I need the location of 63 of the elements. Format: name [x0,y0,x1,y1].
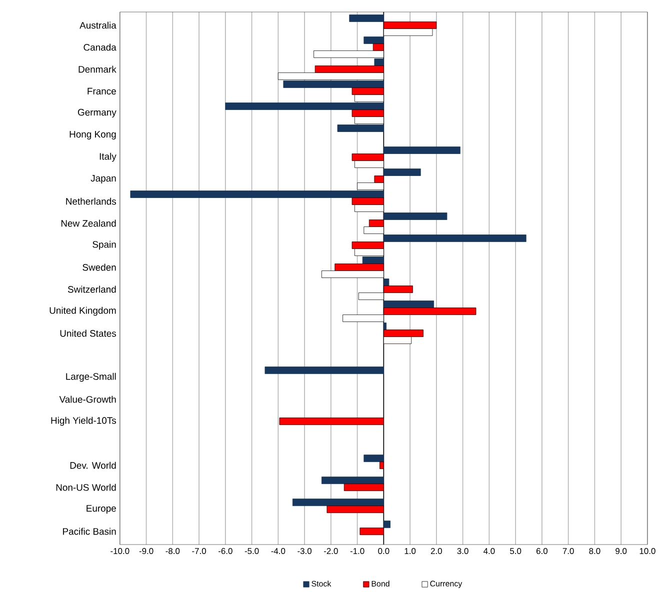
x-tick-label: 3.0 [457,548,468,554]
bar [383,322,387,330]
bar [130,190,384,198]
y-tick-label: Dev. World [70,462,116,469]
x-tick-label: 6.0 [536,548,548,554]
y-tick-label: Hong Kong [70,131,116,140]
x-tick-label: 2.0 [430,548,442,554]
y-tick-label: High Yield-10Ts [51,416,116,426]
x-tick-label: -2.0 [324,548,338,554]
y-tick-label: Europe [86,505,116,514]
bar [283,80,384,88]
bar [362,256,384,264]
y-tick-label: United States [60,330,116,337]
y-tick-label: Australia [80,22,116,29]
y-tick-label: Spain [92,240,116,250]
bar [321,476,384,484]
bar [364,36,384,44]
bar [264,366,384,374]
x-tick-label: -1.0 [350,548,364,554]
y-tick-label: Japan [90,175,116,184]
x-tick-label: -9.0 [139,548,154,554]
y-tick-label: Value-Growth [59,396,116,403]
bar [349,14,384,22]
bar [383,300,434,308]
y-tick-label: United Kingdom [50,306,116,316]
x-tick-label: 4.0 [483,548,495,554]
y-tick-label: Italy [100,152,116,162]
x-tick-label: 9.0 [616,548,627,554]
y-tick-label: Denmark [78,66,116,73]
bar [383,212,448,220]
bar [383,520,390,528]
x-tick-label: -4.0 [271,548,286,554]
y-tick-label: Large-Small [66,372,116,382]
bar [383,234,526,242]
x-tick-label: 10.0 [640,548,656,554]
x-tick-label: 8.0 [589,548,600,554]
x-tick-label: -7.0 [192,548,206,554]
bar [364,454,384,462]
x-tick-label: -10.0 [110,548,130,554]
x-tick-label: -3.0 [298,548,312,554]
x-tick-label: 7.0 [562,548,574,554]
x-tick-label: 5.0 [510,548,522,554]
x-tick-label: -5.0 [244,548,259,554]
x-tick-label: 0.0 [378,548,390,554]
y-tick-label: France [88,88,116,95]
y-tick-label: Non-US World [56,484,116,491]
bar [374,58,384,66]
y-tick-label: Sweden [82,264,116,271]
y-tick-label: Pacific Basin [63,528,116,535]
y-tick-label: Canada [84,44,116,51]
y-tick-label: Germany [78,108,116,118]
bar [292,498,384,506]
bar [383,168,421,176]
y-tick-label: Netherlands [66,198,116,205]
y-tick-label: Switzerland [68,286,116,293]
bar [383,278,390,286]
bar [225,102,384,110]
y-tick-label: New Zealand [61,220,116,227]
x-tick-label: -8.0 [166,548,180,554]
x-tick-label: -6.0 [218,548,232,554]
x-tick-label: 1.0 [404,548,416,554]
bar [337,124,384,132]
bar [383,146,460,154]
